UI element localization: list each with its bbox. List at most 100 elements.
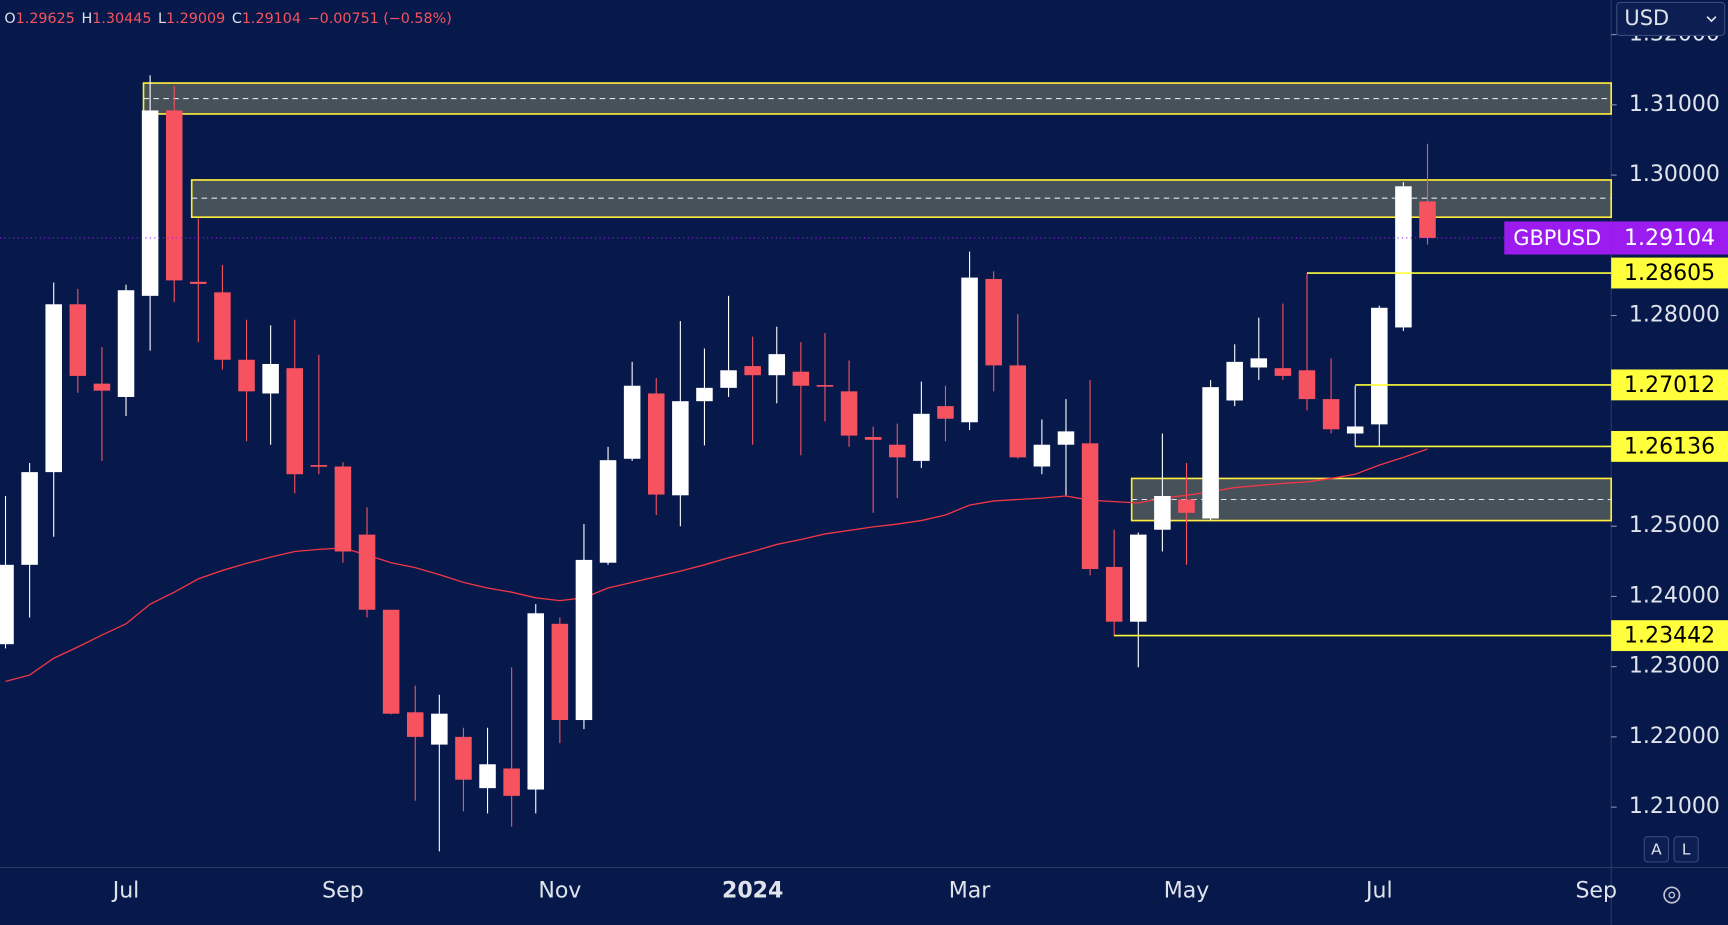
settings-button[interactable]: [1663, 886, 1681, 904]
x-tick-label: 2024: [722, 879, 783, 904]
candle-body: [744, 366, 761, 376]
auto-scale-label[interactable]: A: [1651, 840, 1662, 858]
y-tick-label: 1.28000: [1629, 303, 1720, 328]
candle-body: [1322, 399, 1340, 430]
candle-body: [310, 465, 328, 467]
candle-body: [1130, 534, 1147, 622]
currency-label[interactable]: USD: [1624, 6, 1669, 30]
settings-icon: [1668, 891, 1676, 899]
y-tick-label: 1.23000: [1629, 654, 1720, 679]
currency-select[interactable]: [1616, 1, 1726, 37]
y-tick-label: 1.30000: [1629, 162, 1720, 187]
candle-body: [69, 304, 87, 376]
legend-value: 1.29625: [16, 11, 75, 27]
level-label-box: [1611, 430, 1728, 462]
candle-body: [1298, 370, 1316, 400]
candle-body: [961, 277, 978, 423]
candle-body: [1250, 358, 1268, 368]
candle-body: [527, 613, 545, 790]
legend-value: 1.30445: [92, 11, 151, 27]
legend-value: 1.29104: [242, 11, 301, 27]
candle-body: [455, 736, 472, 780]
candle-body: [889, 444, 906, 458]
candle-body: [214, 292, 231, 360]
candle-body: [696, 387, 713, 402]
candle-body: [768, 354, 786, 376]
candle-body: [937, 406, 954, 419]
candle-body: [985, 278, 1002, 366]
candle-body: [1009, 365, 1027, 458]
y-tick-label: 1.24000: [1629, 583, 1720, 608]
level-label: 1.26136: [1624, 435, 1715, 460]
x-tick-label: Nov: [538, 879, 581, 904]
log-scale-button[interactable]: [1673, 836, 1699, 863]
candle-body: [45, 304, 62, 473]
legend-key: O: [4, 11, 15, 27]
candle-body: [406, 712, 424, 737]
candle-body: [1178, 499, 1195, 513]
candle-body: [1154, 495, 1171, 530]
candle-body: [1226, 361, 1243, 401]
last-price-box: [1611, 221, 1728, 255]
y-tick-label: 1.25000: [1629, 513, 1720, 538]
candle-body: [1346, 426, 1364, 434]
candle-body: [190, 281, 207, 284]
candle-body: [93, 383, 111, 391]
legend-value: 1.29009: [166, 11, 225, 27]
ohlc-legend: O1.29625 H1.30445 L1.29009 C1.29104 −0.00751…: [4, 11, 451, 27]
auto-scale-button[interactable]: [1643, 836, 1670, 863]
legend-change: −0.00751: [308, 11, 379, 27]
candle-body: [1202, 387, 1219, 519]
x-tick-label: Jul: [1364, 879, 1393, 904]
symbol-label: GBPUSD: [1513, 226, 1601, 250]
candle-body: [479, 764, 496, 789]
level-label-box: [1611, 257, 1728, 289]
candle-body: [623, 385, 641, 459]
level-label: 1.27012: [1624, 373, 1715, 398]
candle-body: [840, 391, 858, 436]
candle-body: [117, 290, 135, 397]
dropdown-arrow: [1706, 16, 1717, 23]
candle-body: [672, 401, 689, 496]
level-label-box: [1611, 369, 1728, 401]
legend-key: L: [158, 11, 166, 27]
candle-body: [1274, 368, 1292, 376]
x-tick-label: Mar: [949, 879, 992, 904]
candle-body: [503, 768, 520, 796]
x-tick-label: Jul: [111, 879, 140, 904]
candle-body: [792, 371, 810, 386]
candle-body: [141, 110, 159, 296]
log-scale-label[interactable]: L: [1682, 840, 1691, 858]
last-price-label: 1.29104: [1624, 226, 1715, 251]
candle-body: [599, 460, 617, 563]
candle-body: [864, 437, 882, 440]
candle-body: [551, 623, 569, 721]
candle-body: [647, 393, 665, 495]
candle-body: [431, 713, 448, 745]
legend-key: H: [81, 11, 92, 27]
candle-body: [1395, 186, 1412, 328]
level-label-box: [1611, 620, 1728, 652]
candle-body: [1033, 444, 1051, 467]
candle-body: [816, 385, 834, 387]
legend-change-pct: (−0.58%): [383, 11, 452, 27]
candle-body: [1081, 443, 1099, 570]
candle-body: [358, 534, 376, 610]
candle-body: [913, 413, 930, 461]
candle-body: [262, 363, 279, 394]
candle-body: [21, 472, 38, 565]
axes: 1.21000 1.22000 1.23000 1.24000 1.25000 1.280…: [111, 22, 1728, 904]
candle-body: [575, 559, 593, 721]
level-label: 1.23442: [1624, 624, 1715, 649]
candle-body: [334, 466, 352, 552]
legend-key: C: [232, 11, 242, 27]
y-tick-label: 1.21000: [1629, 794, 1720, 819]
candle-body: [1419, 201, 1436, 238]
level-label: 1.28605: [1624, 261, 1715, 286]
candle-body: [1371, 307, 1388, 425]
y-tick-label: 1.31000: [1629, 92, 1720, 117]
candle-body: [382, 609, 400, 714]
